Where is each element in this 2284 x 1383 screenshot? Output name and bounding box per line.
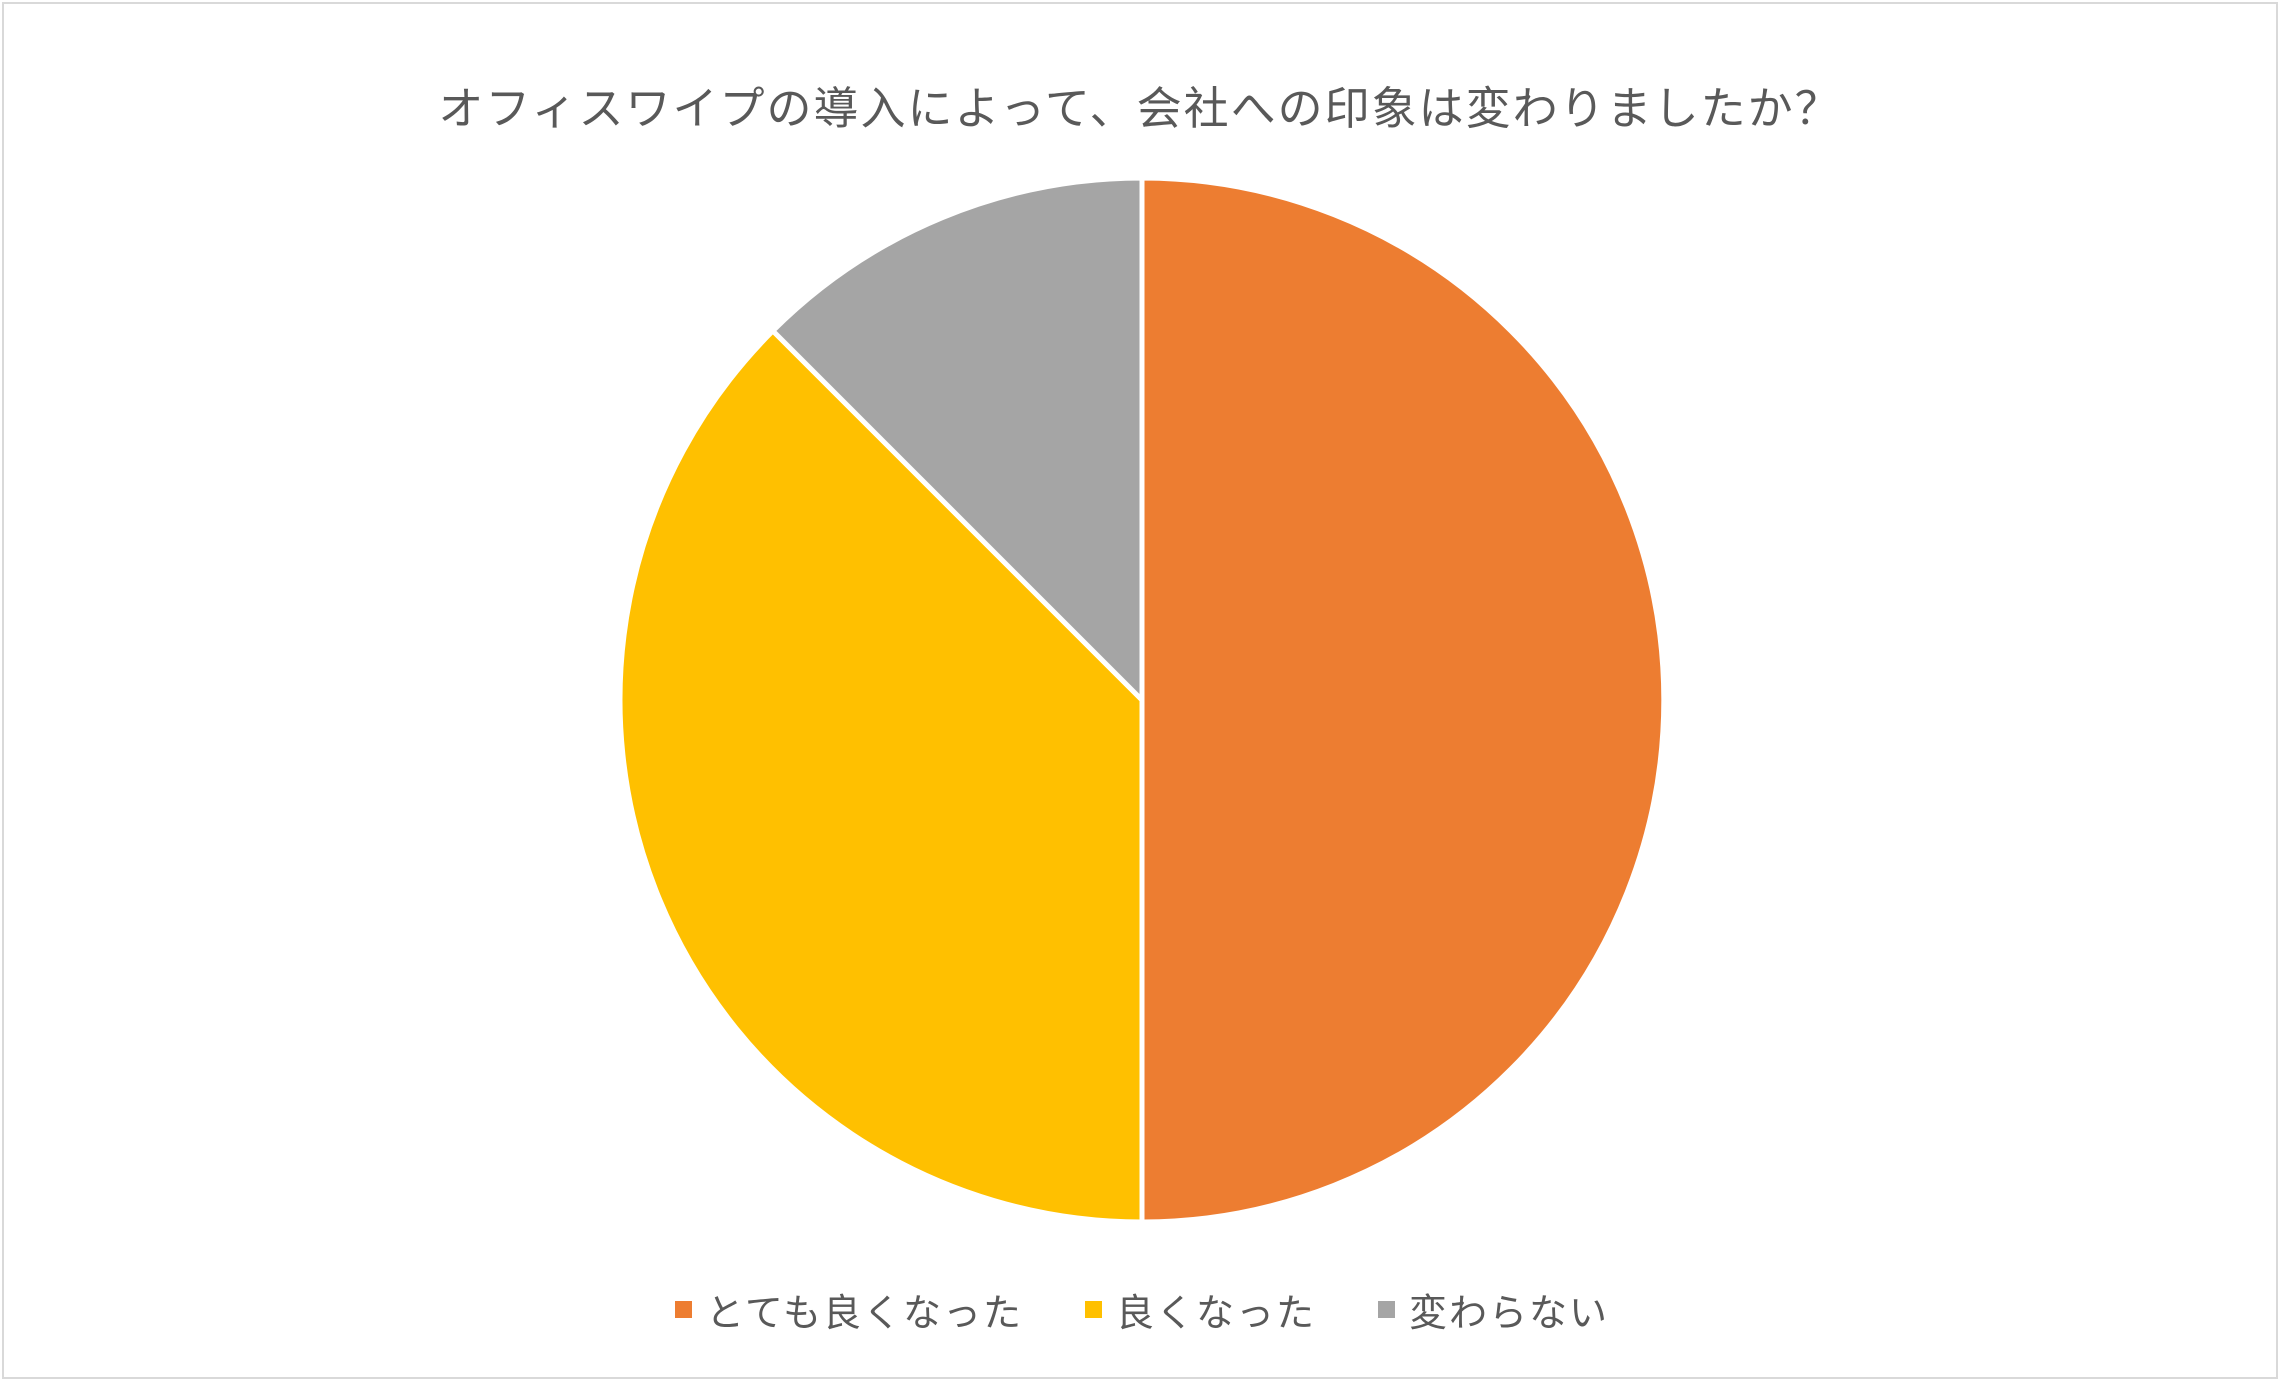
legend-item-good: 良くなった (1084, 1282, 1316, 1337)
pie-slice-unchanged (770, 175, 1145, 703)
pie-slice-very-good (1139, 175, 1667, 1225)
legend-item-very-good: とても良くなった (675, 1282, 1023, 1337)
legend-label-good: 良くなった (1115, 1291, 1316, 1335)
legend-swatch-good (1084, 1301, 1102, 1318)
legend-item-unchanged: 変わらない (1377, 1282, 1609, 1337)
legend: とても良くなった 良くなった 変わらない (0, 1282, 2284, 1337)
pie-slice-good (617, 328, 1145, 1225)
legend-swatch-very-good (675, 1301, 692, 1318)
legend-swatch-unchanged (1377, 1301, 1395, 1318)
chart-title: オフィスワイプの導入によって、会社への印象は変わりましたか？ (438, 82, 1842, 135)
legend-label-very-good: とても良くなった (706, 1291, 1023, 1335)
legend-label-unchanged: 変わらない (1408, 1291, 1609, 1335)
